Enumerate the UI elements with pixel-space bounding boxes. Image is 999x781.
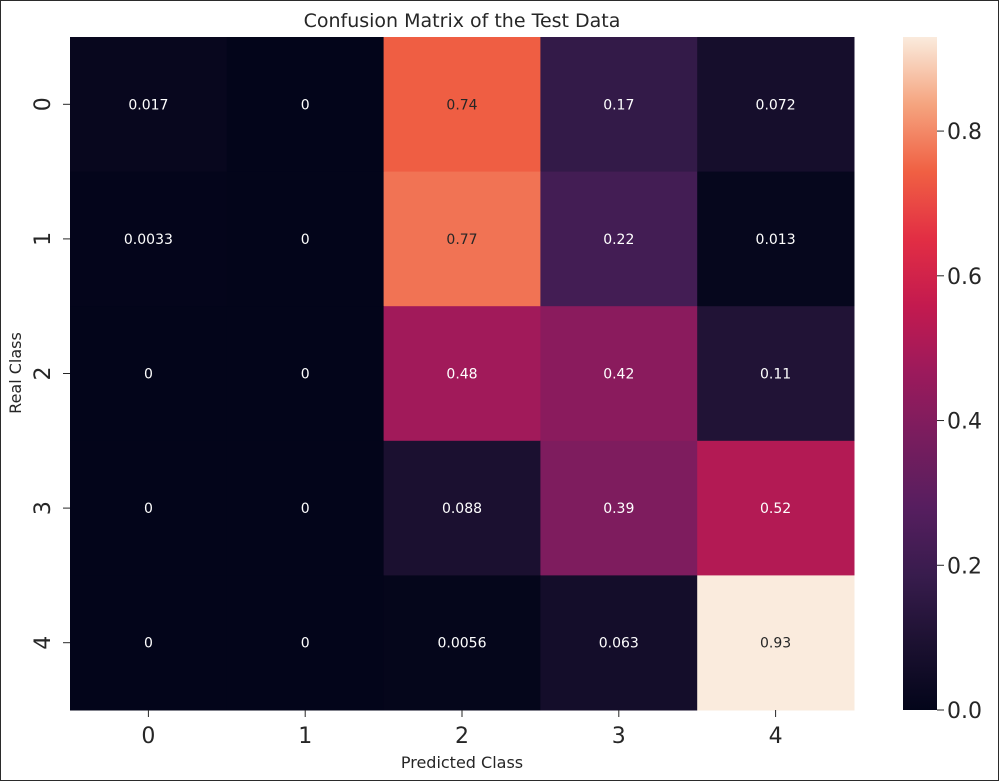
heatmap-cell-2-1 <box>226 306 385 442</box>
x-tick-label: 4 <box>769 724 783 749</box>
cell-annotation-2-1: 0 <box>301 367 310 383</box>
heatmap-cell-3-0 <box>70 440 228 576</box>
heatmap-cell-1-4 <box>697 171 855 307</box>
cell-annotation-0-1: 0 <box>301 97 310 113</box>
colorbar-ticks: 0.0 0.2 0.4 0.6 0.8 <box>937 120 982 724</box>
heatmap-cell-1-2 <box>383 171 541 307</box>
colorbar-tick-label: 0.4 <box>947 410 982 435</box>
x-axis-ticks: 0 1 2 3 4 <box>141 710 783 749</box>
cell-annotation-4-2: 0.0056 <box>438 636 487 652</box>
heatmap-cell-3-4 <box>697 440 855 576</box>
x-tick-label: 1 <box>298 724 312 749</box>
cell-annotation-3-2: 0.088 <box>442 501 482 517</box>
heatmap-cell-3-2 <box>383 440 541 576</box>
heatmap-cell-1-1 <box>226 171 385 307</box>
colorbar-tick-label: 0.8 <box>947 120 982 145</box>
cell-annotation-4-0: 0 <box>144 636 153 652</box>
y-axis-ticks: 0 1 2 3 4 <box>31 97 70 650</box>
cell-annotation-0-3: 0.17 <box>603 97 634 113</box>
heatmap-cell-2-4 <box>697 306 855 442</box>
heatmap-cell-3-1 <box>226 440 385 576</box>
cell-annotation-1-0: 0.0033 <box>124 232 173 248</box>
x-axis-label: Predicted Class <box>401 753 523 772</box>
heatmap-cells <box>70 37 855 711</box>
heatmap-annotations: 0.017 0 0.74 0.17 0.072 0.0033 0 0.77 0.22 0.013 0… <box>124 97 796 651</box>
cell-annotation-2-0: 0 <box>144 367 153 383</box>
heatmap-cell-0-2 <box>383 37 541 173</box>
heatmap-cell-0-1 <box>226 37 385 173</box>
y-tick-label: 2 <box>31 367 56 381</box>
x-tick-label: 2 <box>455 724 469 749</box>
x-tick-label: 3 <box>612 724 626 749</box>
cell-annotation-1-1: 0 <box>301 232 310 248</box>
heatmap-cell-1-3 <box>540 171 698 307</box>
colorbar <box>903 37 937 710</box>
y-tick-label: 3 <box>31 501 56 515</box>
cell-annotation-2-3: 0.42 <box>603 367 634 383</box>
heatmap-cell-0-0 <box>70 37 228 173</box>
heatmap-cell-2-3 <box>540 306 698 442</box>
heatmap-cell-4-2 <box>383 575 541 711</box>
chart-title: Confusion Matrix of the Test Data <box>304 10 621 32</box>
heatmap-cell-4-0 <box>70 575 228 711</box>
cell-annotation-2-2: 0.48 <box>446 367 477 383</box>
cell-annotation-0-2: 0.74 <box>446 97 477 113</box>
y-tick-label: 1 <box>31 232 56 246</box>
cell-annotation-4-1: 0 <box>301 636 310 652</box>
heatmap-cell-1-0 <box>70 171 228 307</box>
colorbar-tick-label: 0.6 <box>947 265 982 290</box>
cell-annotation-3-4: 0.52 <box>760 501 791 517</box>
y-tick-label: 4 <box>31 636 56 650</box>
cell-annotation-1-4: 0.013 <box>756 232 796 248</box>
y-tick-label: 0 <box>31 97 56 111</box>
heatmap-cell-4-1 <box>226 575 385 711</box>
colorbar-tick-label: 0.0 <box>947 699 982 724</box>
cell-annotation-3-0: 0 <box>144 501 153 517</box>
cell-annotation-1-3: 0.22 <box>603 232 634 248</box>
cell-annotation-1-2: 0.77 <box>446 232 477 248</box>
heatmap-cell-0-4 <box>697 37 855 173</box>
cell-annotation-2-4: 0.11 <box>760 367 791 383</box>
heatmap-cell-2-2 <box>383 306 541 442</box>
cell-annotation-0-0: 0.017 <box>128 97 168 113</box>
cell-annotation-4-3: 0.063 <box>599 636 639 652</box>
y-axis-label: Real Class <box>6 332 25 414</box>
colorbar-tick-label: 0.2 <box>947 554 982 579</box>
cell-annotation-0-4: 0.072 <box>756 97 796 113</box>
heatmap-cell-4-4 <box>697 575 855 711</box>
heatmap-cell-0-3 <box>540 37 698 173</box>
heatmap-cell-2-0 <box>70 306 228 442</box>
heatmap-cell-3-3 <box>540 440 698 576</box>
heatmap-cell-4-3 <box>540 575 698 711</box>
cell-annotation-3-3: 0.39 <box>603 501 634 517</box>
x-tick-label: 0 <box>141 724 155 749</box>
cell-annotation-4-4: 0.93 <box>760 636 791 652</box>
cell-annotation-3-1: 0 <box>301 501 310 517</box>
